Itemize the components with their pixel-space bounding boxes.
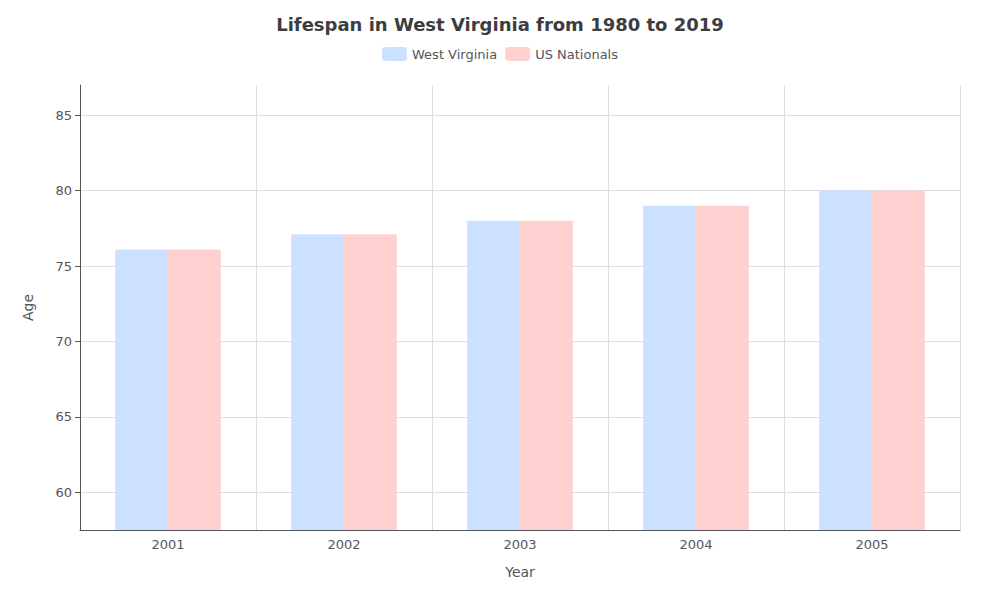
- svg-text:2004: 2004: [679, 537, 712, 552]
- svg-text:85: 85: [55, 108, 72, 123]
- svg-text:75: 75: [55, 259, 72, 274]
- svg-text:60: 60: [55, 485, 72, 500]
- svg-text:65: 65: [55, 409, 72, 424]
- svg-text:80: 80: [55, 183, 72, 198]
- svg-text:US Nationals: US Nationals: [535, 47, 618, 62]
- svg-text:2005: 2005: [855, 537, 888, 552]
- svg-text:West Virginia: West Virginia: [412, 47, 497, 62]
- svg-text:70: 70: [55, 334, 72, 349]
- svg-text:Year: Year: [504, 564, 535, 580]
- svg-text:2002: 2002: [327, 537, 360, 552]
- svg-text:2003: 2003: [503, 537, 536, 552]
- svg-text:Lifespan in West Virginia from: Lifespan in West Virginia from 1980 to 2…: [276, 14, 724, 35]
- svg-text:2001: 2001: [151, 537, 184, 552]
- svg-text:Age: Age: [20, 294, 36, 321]
